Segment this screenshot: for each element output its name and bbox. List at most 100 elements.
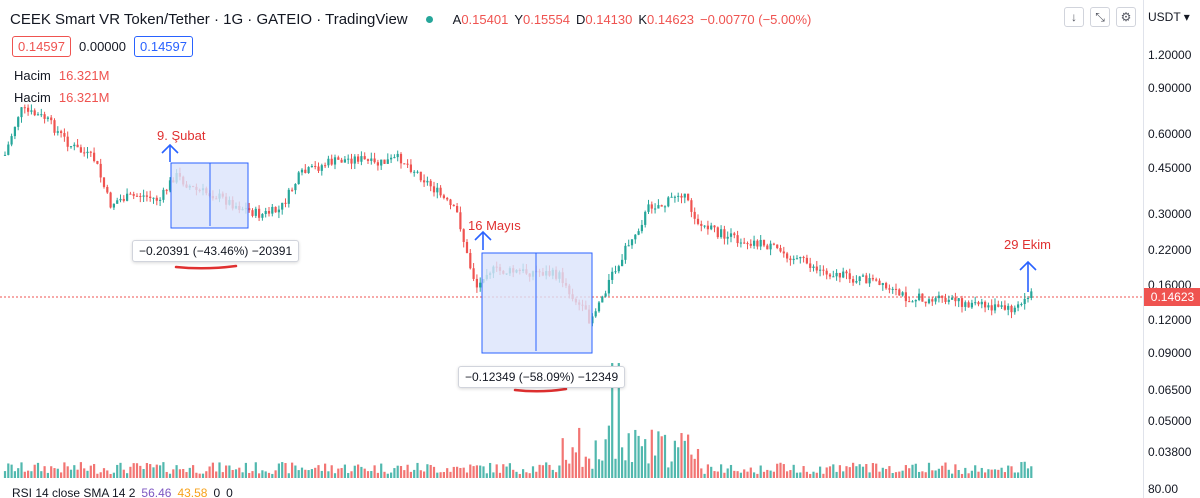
candle-body	[947, 299, 950, 302]
rsi-legend[interactable]: RSI 14 close SMA 14 2 56.46 43.58 0 0	[12, 486, 233, 498]
volume-bar	[706, 464, 709, 478]
candle-body	[472, 268, 475, 279]
settings-button[interactable]: ⚙	[1116, 7, 1136, 27]
candle-body	[825, 270, 828, 275]
scroll-down-button[interactable]: ↓	[1064, 7, 1084, 27]
volume-bar	[291, 462, 294, 478]
volume-bar	[782, 464, 785, 478]
candle-body	[970, 302, 973, 308]
measure-label[interactable]: −0.12349 (−58.09%) −12349	[458, 366, 626, 388]
volume-bar	[947, 469, 950, 478]
volume-bar	[432, 466, 436, 478]
sell-price-button[interactable]: 0.14597	[12, 36, 71, 57]
volume-bar	[838, 465, 841, 478]
candle-body	[416, 171, 419, 173]
volume-bar	[703, 473, 706, 478]
volume-bar	[802, 466, 805, 478]
volume-bar	[964, 467, 967, 478]
volume-bar	[786, 471, 789, 478]
candle-body	[426, 180, 429, 183]
candle-body	[951, 297, 954, 300]
volume-bar	[353, 465, 356, 478]
fullscreen-button[interactable]: ⤡	[1090, 7, 1110, 27]
volume-bar	[429, 464, 432, 478]
volume-bar	[776, 463, 779, 478]
volume-bar	[442, 472, 445, 478]
candle-body	[333, 157, 337, 165]
candle-body	[406, 163, 409, 165]
volume-legend[interactable]: Hacim 16.321M	[14, 68, 109, 83]
axis-tick: 0.22000	[1148, 243, 1192, 257]
ohlc-legend: A0.15401 Y0.15554 D0.14130 K0.14623 −0.0…	[453, 12, 812, 27]
volume-bar	[825, 467, 828, 478]
volume-bar	[347, 472, 350, 478]
volume-legend[interactable]: Hacim 16.321M	[14, 90, 109, 105]
volume-bar	[934, 470, 937, 478]
volume-bar	[116, 464, 119, 478]
volume-bar	[739, 472, 742, 478]
volume-bar	[244, 462, 247, 478]
annotation-label[interactable]: 9. Şubat	[157, 128, 206, 143]
buy-price-button[interactable]: 0.14597	[134, 36, 193, 57]
volume-bar	[380, 463, 383, 478]
volume-bar	[1023, 461, 1026, 478]
candle-body	[76, 144, 79, 148]
candle-body	[885, 283, 888, 289]
measure-label[interactable]: −0.20391 (−43.46%) −20391	[132, 240, 300, 262]
candle-body	[363, 156, 366, 160]
arrow-down-icon: ↓	[1071, 10, 1077, 24]
volume-bar	[753, 472, 756, 478]
candle-body	[690, 200, 693, 212]
volume-bar	[449, 471, 452, 478]
volume-bar	[155, 464, 158, 478]
currency-selector[interactable]: USDT ▾	[1148, 10, 1190, 24]
price-axis[interactable]: USDT ▾ 1.20000 0.90000 0.60000 0.45000 0…	[1143, 0, 1200, 498]
axis-tick: 0.45000	[1148, 161, 1192, 175]
volume-bar	[528, 473, 531, 478]
volume-bar	[637, 435, 640, 478]
volume-bar	[525, 472, 528, 478]
volume-bar	[845, 466, 848, 478]
annotation-label[interactable]: 16 Mayıs	[468, 218, 521, 233]
candle-body	[852, 279, 855, 283]
drawings[interactable]	[161, 143, 1037, 393]
volume-bar	[452, 466, 455, 478]
candle-body	[782, 251, 785, 254]
volume-bar	[304, 469, 307, 478]
volume-bar	[340, 468, 343, 478]
volume-bar	[924, 472, 927, 478]
measure-box	[481, 252, 593, 354]
volume-bar	[436, 472, 439, 478]
candle-body	[1000, 305, 1003, 307]
candle-body	[149, 196, 152, 199]
volume-bar	[792, 464, 795, 478]
volume-bar	[736, 471, 739, 478]
volume-bar	[673, 440, 676, 478]
chart-area[interactable]	[0, 0, 1143, 498]
market-open-dot-icon	[425, 15, 433, 23]
candle-body	[779, 248, 782, 252]
candle-body	[766, 245, 769, 250]
volume-bar	[119, 462, 122, 478]
candle-body	[772, 243, 775, 245]
candlestick-chart[interactable]	[0, 0, 1143, 498]
candle-body	[462, 229, 465, 242]
volume-bar	[993, 469, 997, 478]
candle-body	[654, 208, 657, 210]
volume-bar	[284, 463, 287, 478]
candle-body	[634, 234, 637, 240]
volume-bar	[683, 440, 686, 478]
candle-body	[974, 302, 977, 304]
candle-body	[86, 151, 89, 154]
volume-bar	[687, 434, 690, 478]
volume-bar	[462, 467, 465, 478]
candle-body	[409, 164, 412, 172]
candle-body	[921, 293, 924, 302]
volume-bar	[624, 460, 627, 478]
volume-bar	[211, 462, 214, 478]
volume-bar	[277, 463, 280, 478]
symbol-title[interactable]: CEEK Smart VR Token/Tether · 1G · GATEIO…	[10, 10, 408, 28]
volume-bar	[96, 473, 99, 478]
annotation-label[interactable]: 29 Ekim	[1004, 237, 1051, 252]
high-value: 0.15554	[522, 11, 570, 27]
